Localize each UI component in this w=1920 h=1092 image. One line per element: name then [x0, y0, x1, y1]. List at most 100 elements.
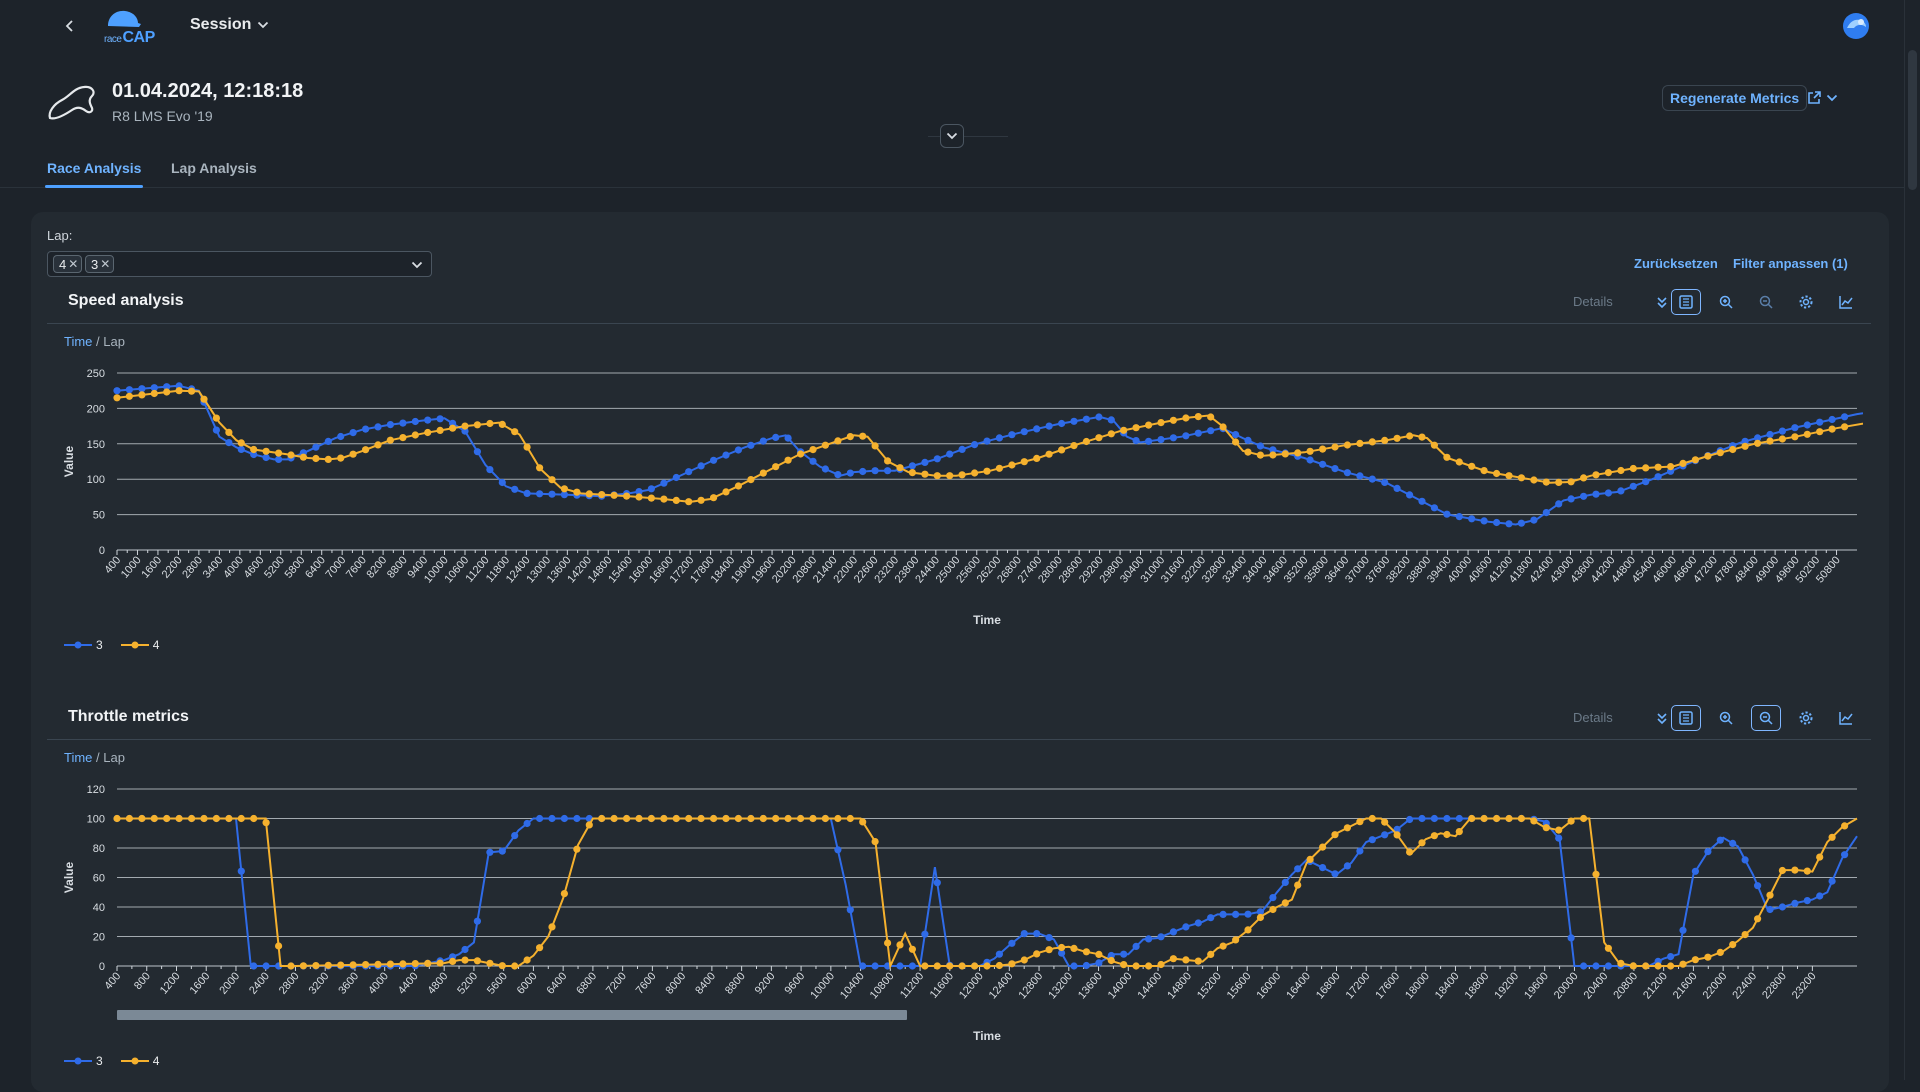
zoom-in-button[interactable]: [1711, 289, 1741, 315]
line-chart-icon: [1839, 296, 1853, 309]
breadcrumb-time-link[interactable]: Time: [64, 334, 93, 349]
data-point-4: [1778, 866, 1786, 875]
breadcrumb-separator: /: [92, 750, 104, 765]
data-point-4: [871, 442, 879, 450]
data-point-3: [548, 490, 556, 498]
data-point-3: [1803, 421, 1811, 429]
x-tick-label: 9200: [753, 970, 778, 996]
data-point-3: [1468, 515, 1476, 523]
breadcrumb-time-link[interactable]: Time: [64, 750, 93, 765]
data-point-4: [275, 449, 283, 457]
data-point-4: [486, 419, 494, 428]
settings-button[interactable]: [1791, 705, 1821, 731]
page-scrollbar[interactable]: [1904, 0, 1920, 1080]
data-point-3: [1841, 413, 1849, 421]
lap-token-label: 4: [59, 256, 67, 272]
data-point-3: [1368, 836, 1376, 844]
session-menu[interactable]: Session: [190, 16, 269, 34]
collapse-header-button[interactable]: [940, 124, 964, 148]
reset-filter-button[interactable]: Zurücksetzen: [1634, 256, 1718, 271]
data-point-4: [1679, 459, 1687, 467]
legend-toggle-button[interactable]: [1671, 289, 1701, 315]
data-point-3: [1269, 894, 1277, 902]
details-button[interactable]: Details: [1573, 710, 1613, 725]
speed-card-divider: [47, 323, 1871, 324]
x-tick-label: 4000: [366, 970, 391, 996]
export-menu-button[interactable]: [1806, 86, 1852, 110]
data-point-3: [138, 385, 146, 393]
tab-race-analysis[interactable]: Race Analysis: [47, 160, 142, 176]
tab-lap-analysis[interactable]: Lap Analysis: [171, 160, 257, 176]
data-point-4: [1828, 425, 1836, 433]
data-point-4: [1169, 416, 1177, 424]
remove-token-icon[interactable]: ✕: [68, 257, 79, 271]
back-button[interactable]: [56, 12, 84, 40]
data-point-4: [1157, 960, 1165, 969]
throttle-chart[interactable]: 0 20 40 60 80 100 120 400 800 1200 1600 2000 2400 280…: [47, 766, 1871, 1046]
scrollbar-thumb[interactable]: [1908, 50, 1917, 190]
data-point-4: [1629, 464, 1637, 473]
data-point-4: [1841, 423, 1849, 431]
y-tick-label: 0: [99, 961, 105, 973]
data-point-4: [337, 961, 345, 969]
data-point-4: [784, 456, 792, 464]
x-tick-label: 4600: [242, 554, 267, 580]
data-point-3: [933, 879, 941, 887]
legend-item-4[interactable]: 4: [120, 1054, 160, 1068]
zoom-in-button[interactable]: [1711, 705, 1741, 731]
header-divider: [928, 136, 1008, 137]
data-point-4: [349, 961, 357, 969]
legend-item-3[interactable]: 3: [64, 1054, 103, 1068]
legend-item-4[interactable]: 4: [120, 638, 159, 652]
adapt-filter-button[interactable]: Filter anpassen (1): [1733, 256, 1848, 271]
data-point-3: [1157, 436, 1165, 444]
data-point-4: [548, 923, 556, 931]
data-point-4: [1182, 414, 1190, 422]
data-point-4: [275, 942, 283, 950]
external-link-icon: [1808, 91, 1821, 104]
legend-toggle-button[interactable]: [1671, 705, 1701, 731]
data-point-4: [995, 961, 1004, 970]
data-point-3: [424, 416, 432, 424]
range-selector-scrollbar[interactable]: [117, 1010, 907, 1020]
speed-chart[interactable]: 0501001502002504001000160022002800340040…: [47, 350, 1871, 630]
data-point-3: [560, 491, 569, 499]
zoom-out-button[interactable]: [1751, 705, 1781, 731]
lap-multi-select[interactable]: 4 ✕ 3 ✕: [47, 251, 432, 277]
data-point-4: [1169, 955, 1177, 963]
lap-token[interactable]: 3 ✕: [85, 255, 115, 273]
chart-type-button[interactable]: [1831, 705, 1861, 731]
data-point-4: [424, 428, 432, 437]
profile-avatar-icon[interactable]: [1842, 12, 1870, 40]
data-point-4: [1654, 463, 1662, 471]
dropdown-arrow-icon[interactable]: [409, 257, 425, 273]
data-point-3: [1816, 892, 1824, 900]
zoom-out-button[interactable]: [1751, 289, 1781, 315]
data-point-3: [859, 467, 867, 476]
settings-button[interactable]: [1791, 289, 1821, 315]
data-point-3: [1791, 899, 1799, 907]
data-point-3: [1567, 934, 1575, 942]
legend-marker-3: [64, 641, 92, 649]
lap-token[interactable]: 4 ✕: [53, 255, 83, 273]
racecap-logo[interactable]: raceCAP: [103, 8, 165, 46]
legend-label-4: 4: [152, 1054, 160, 1068]
data-point-3: [1530, 516, 1538, 524]
data-point-4: [1617, 466, 1625, 475]
data-point-4: [449, 424, 457, 432]
drill-down-button[interactable]: [1647, 289, 1677, 315]
data-point-3: [1070, 417, 1078, 425]
regenerate-metrics-button[interactable]: Regenerate Metrics: [1662, 85, 1808, 111]
top-bar: raceCAP Session: [0, 0, 1904, 52]
remove-token-icon[interactable]: ✕: [100, 257, 111, 271]
data-point-4: [324, 455, 332, 463]
data-point-4: [1045, 946, 1053, 954]
drill-down-button[interactable]: [1647, 705, 1677, 731]
chart-type-button[interactable]: [1831, 289, 1861, 315]
data-point-3: [150, 384, 158, 392]
legend-item-3[interactable]: 3: [64, 638, 103, 652]
details-button[interactable]: Details: [1573, 294, 1613, 309]
data-point-3: [1182, 923, 1190, 931]
data-point-4: [710, 494, 718, 502]
data-point-3: [1058, 949, 1066, 957]
